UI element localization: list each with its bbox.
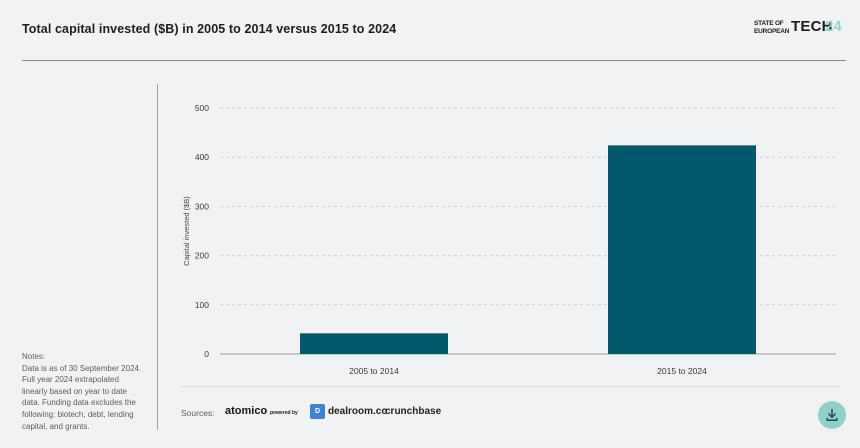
chart-title: Total capital invested ($B) in 2005 to 2…	[22, 22, 397, 36]
y-tick-label: 0	[204, 349, 209, 359]
logo-stack: STATE OF EUROPEAN	[754, 20, 789, 36]
download-icon	[826, 408, 838, 422]
y-tick-label: 100	[195, 300, 209, 310]
logo-number: 24	[825, 18, 842, 35]
notes-divider	[157, 84, 158, 430]
logo-line2: EUROPEAN	[754, 28, 790, 35]
powered-by-label: powered by	[270, 410, 298, 416]
dealroom-icon: D	[310, 404, 325, 419]
x-tick-label: 2005 to 2014	[349, 366, 399, 376]
sources-divider	[181, 386, 841, 387]
header-divider	[22, 60, 846, 61]
atomico-logo: atomico	[225, 405, 268, 417]
x-tick-labels: 2005 to 2014 2015 to 2024	[349, 366, 707, 376]
logo-word: TECH	[791, 18, 833, 35]
y-axis-label: Capital invested ($B)	[182, 196, 191, 266]
crunchbase-logo: crunchbase	[385, 406, 442, 417]
state-of-european-tech-logo: STATE OF EUROPEAN TECH 24	[754, 18, 846, 40]
notes-panel: Notes: Data is as of 30 September 2024. …	[22, 351, 147, 432]
y-tick-labels: 0 100 200 300 400 500	[195, 103, 209, 359]
bar	[608, 145, 756, 354]
notes-text: Data is as of 30 September 2024. Full ye…	[22, 363, 142, 431]
sources-bar: Sources: atomico powered by D dealroom.c…	[181, 386, 841, 444]
bars	[300, 145, 756, 354]
bar	[300, 333, 448, 354]
download-button[interactable]	[818, 401, 846, 429]
y-tick-label: 300	[195, 201, 209, 211]
y-tick-label: 400	[195, 152, 209, 162]
notes-label: Notes:	[22, 352, 46, 361]
y-tick-label: 500	[195, 103, 209, 113]
y-tick-label: 200	[195, 251, 209, 261]
sources-label: Sources:	[181, 408, 215, 418]
x-tick-label: 2015 to 2024	[657, 366, 707, 376]
dealroom-logo: dealroom.co	[328, 406, 388, 417]
logo-line1: STATE OF	[754, 20, 784, 27]
